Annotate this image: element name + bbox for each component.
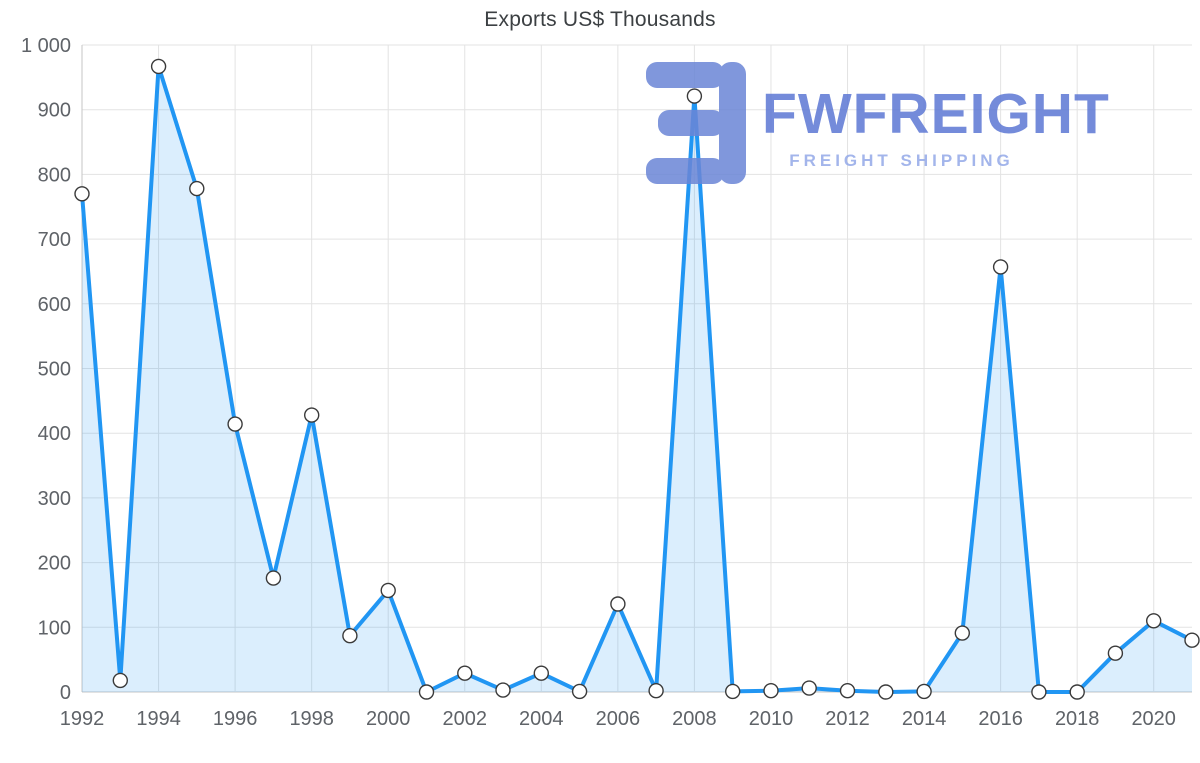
x-tick-label: 2010 bbox=[749, 708, 794, 730]
data-point-markers[interactable] bbox=[74, 58, 1200, 700]
area-fill bbox=[82, 66, 1192, 692]
series-line-path bbox=[80, 64, 1194, 694]
y-tick-label: 400 bbox=[38, 423, 71, 445]
data-point-marker[interactable] bbox=[304, 407, 320, 423]
x-tick-label: 2008 bbox=[672, 708, 717, 730]
x-tick-label: 2004 bbox=[519, 708, 564, 730]
data-point-marker[interactable] bbox=[1184, 632, 1200, 648]
data-point-marker[interactable] bbox=[1031, 684, 1047, 700]
data-point-marker[interactable] bbox=[380, 582, 396, 599]
x-tick-label: 1996 bbox=[213, 708, 258, 730]
x-axis-labels: 1992 1994 1996 1998 2000 2002 2004 2006 2008 2010… bbox=[60, 708, 1176, 730]
data-point-marker[interactable] bbox=[227, 416, 243, 432]
y-tick-label: 500 bbox=[38, 359, 71, 381]
y-tick-label: 200 bbox=[38, 553, 71, 575]
series-line bbox=[80, 64, 1194, 694]
data-point-marker[interactable] bbox=[533, 665, 549, 681]
data-point-marker[interactable] bbox=[265, 570, 282, 586]
data-point-marker[interactable] bbox=[954, 625, 970, 641]
data-point-marker[interactable] bbox=[189, 180, 205, 197]
data-point-marker[interactable] bbox=[992, 259, 1009, 275]
y-tick-label: 600 bbox=[38, 294, 71, 316]
data-point-marker[interactable] bbox=[878, 684, 894, 700]
data-point-marker[interactable] bbox=[610, 596, 626, 612]
x-tick-label: 1994 bbox=[136, 708, 181, 730]
y-tick-label: 0 bbox=[60, 682, 71, 704]
x-tick-label: 2006 bbox=[596, 708, 641, 730]
data-point-marker[interactable] bbox=[112, 672, 129, 689]
x-tick-label: 2002 bbox=[443, 708, 488, 730]
x-tick-label: 1992 bbox=[60, 708, 105, 730]
data-point-marker[interactable] bbox=[763, 683, 779, 699]
data-point-marker[interactable] bbox=[839, 683, 856, 699]
x-tick-label: 2020 bbox=[1131, 708, 1176, 730]
data-point-marker[interactable] bbox=[495, 682, 511, 698]
data-point-marker[interactable] bbox=[1069, 684, 1085, 700]
x-tick-label: 2018 bbox=[1055, 708, 1100, 730]
data-point-marker[interactable] bbox=[801, 680, 817, 696]
y-tick-label: 100 bbox=[38, 617, 71, 639]
data-point-marker[interactable] bbox=[648, 683, 664, 699]
data-point-marker[interactable] bbox=[916, 683, 932, 700]
y-tick-label: 1 000 bbox=[21, 35, 71, 57]
data-point-marker[interactable] bbox=[74, 186, 90, 202]
chart-title: Exports US$ Thousands bbox=[484, 8, 716, 31]
x-tick-label: 2012 bbox=[825, 708, 870, 730]
data-point-marker[interactable] bbox=[1107, 645, 1124, 661]
x-tick-label: 2000 bbox=[366, 708, 411, 730]
y-tick-label: 300 bbox=[38, 488, 71, 510]
data-point-marker[interactable] bbox=[342, 628, 358, 644]
y-axis-labels: 0 100 200 300 400 500 600 700 800 900 1 000 bbox=[21, 35, 71, 704]
data-point-marker[interactable] bbox=[457, 665, 473, 681]
data-point-marker[interactable] bbox=[686, 88, 703, 104]
data-point-marker[interactable] bbox=[725, 683, 741, 700]
y-tick-label: 700 bbox=[38, 229, 71, 251]
area-fill-path bbox=[82, 66, 1192, 692]
y-tick-label: 900 bbox=[38, 100, 71, 122]
data-point-marker[interactable] bbox=[150, 58, 167, 75]
x-tick-label: 1998 bbox=[289, 708, 334, 730]
data-point-marker[interactable] bbox=[418, 684, 435, 700]
x-tick-label: 2014 bbox=[902, 708, 947, 730]
data-point-marker[interactable] bbox=[571, 683, 588, 700]
x-tick-label: 2016 bbox=[978, 708, 1023, 730]
y-tick-label: 800 bbox=[38, 164, 71, 186]
data-point-marker[interactable] bbox=[1145, 613, 1162, 629]
